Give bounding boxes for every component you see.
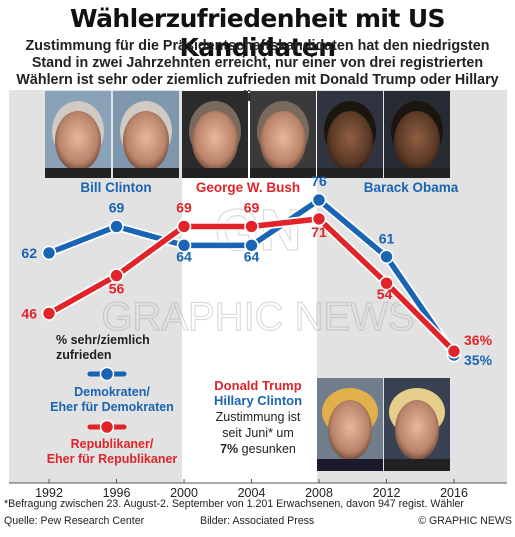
legend-rep-marker <box>99 419 115 435</box>
x-tick-label: 2012 <box>373 486 401 500</box>
data-label: 64 <box>244 248 260 264</box>
watermark: GN GRAPHIC NEWS <box>101 197 416 339</box>
data-label: 56 <box>109 281 125 297</box>
y-label-line1: % sehr/ziemlich <box>56 333 150 347</box>
data-label: 61 <box>379 231 395 247</box>
source-credit: Quelle: Pew Research Center <box>4 515 145 527</box>
annotation-trump: Donald Trump <box>214 378 301 393</box>
annotation-clinton: Hillary Clinton <box>214 393 302 408</box>
data-point <box>244 219 259 234</box>
x-tick-label: 2004 <box>238 486 266 500</box>
data-label: 69 <box>176 199 192 215</box>
candidate-photos <box>45 91 450 471</box>
copyright: © GRAPHIC NEWS <box>418 515 512 527</box>
candidate-photo <box>182 91 248 178</box>
series-republicans: 46 56 69 69 71 54 36% <box>21 199 493 359</box>
data-point <box>311 211 327 227</box>
data-point <box>109 268 124 283</box>
data-label: 69 <box>109 199 125 215</box>
series-group: 62 69 64 64 76 61 35% 46 56 69 69 71 54 36% <box>21 173 492 368</box>
candidate-photo <box>384 91 450 178</box>
data-point <box>379 275 394 291</box>
annotation-value: 7% <box>220 442 238 456</box>
candidate-name-label: Barack Obama <box>364 180 459 195</box>
legend-dem-marker <box>99 366 115 382</box>
data-label: 62 <box>21 245 37 261</box>
data-point <box>446 343 462 359</box>
candidate-photo <box>45 91 111 178</box>
x-tick-label: 2008 <box>305 486 333 500</box>
x-tick-label: 2000 <box>170 486 198 500</box>
x-tick-label: 2016 <box>440 486 468 500</box>
candidate-photo <box>113 91 179 178</box>
data-label: 76 <box>311 173 327 189</box>
data-point <box>176 219 192 234</box>
candidate-name-label: George W. Bush <box>196 180 300 195</box>
candidate-names: Bill Clinton George W. Bush Barack Obama <box>80 180 458 195</box>
data-point <box>244 238 259 253</box>
page-title: Wählerzufriedenheit mit US Kandidaten <box>70 4 446 62</box>
candidate-photo <box>384 378 450 471</box>
annotation-line1: Zustimmung ist <box>216 410 301 424</box>
candidate-name-label: Bill Clinton <box>80 180 151 195</box>
data-label: 35% <box>464 352 493 368</box>
data-point <box>41 245 57 261</box>
data-label: 46 <box>21 305 37 321</box>
legend-rep-line1: Republikaner/ <box>71 437 154 451</box>
legend-dem-line1: Demokraten/ <box>74 385 150 399</box>
annotation-suffix: gesunken <box>238 442 296 456</box>
x-tick-label: 1992 <box>35 486 63 500</box>
x-tick-label: 1996 <box>103 486 131 500</box>
annotation-line2: seit Juni* um <box>222 426 294 440</box>
annotation-line3: 7% gesunken <box>220 442 296 456</box>
series-democrats: 62 69 64 64 76 61 35% <box>21 173 492 368</box>
y-label-line2: zufrieden <box>56 348 112 362</box>
data-label: 36% <box>464 332 493 348</box>
watermark-text: GRAPHIC NEWS <box>101 295 414 339</box>
data-label: 64 <box>176 248 192 264</box>
data-point <box>41 306 57 321</box>
footnote: *Befragung zwischen 23. August-2. Septem… <box>4 498 464 510</box>
legend: % sehr/ziemlich zufrieden Demokraten/ Eh… <box>47 333 178 466</box>
candidate-photo <box>317 378 383 471</box>
data-point <box>379 249 394 265</box>
annotation: Donald Trump Hillary Clinton Zustimmung … <box>214 378 302 456</box>
legend-dem-line2: Eher für Demokraten <box>50 400 174 414</box>
data-point <box>109 219 124 234</box>
candidate-photo <box>317 91 383 178</box>
data-label: 71 <box>311 224 327 240</box>
data-label: 69 <box>244 199 260 215</box>
data-label: 54 <box>377 286 393 302</box>
legend-rep-line2: Eher für Republikaner <box>47 452 178 466</box>
picture-credit: Bilder: Associated Press <box>200 515 315 527</box>
data-point <box>311 192 327 208</box>
x-axis-ticks: 1992 1996 2000 2004 2008 2012 2016 <box>35 479 468 500</box>
candidate-photo <box>250 91 316 178</box>
data-point <box>176 238 192 253</box>
